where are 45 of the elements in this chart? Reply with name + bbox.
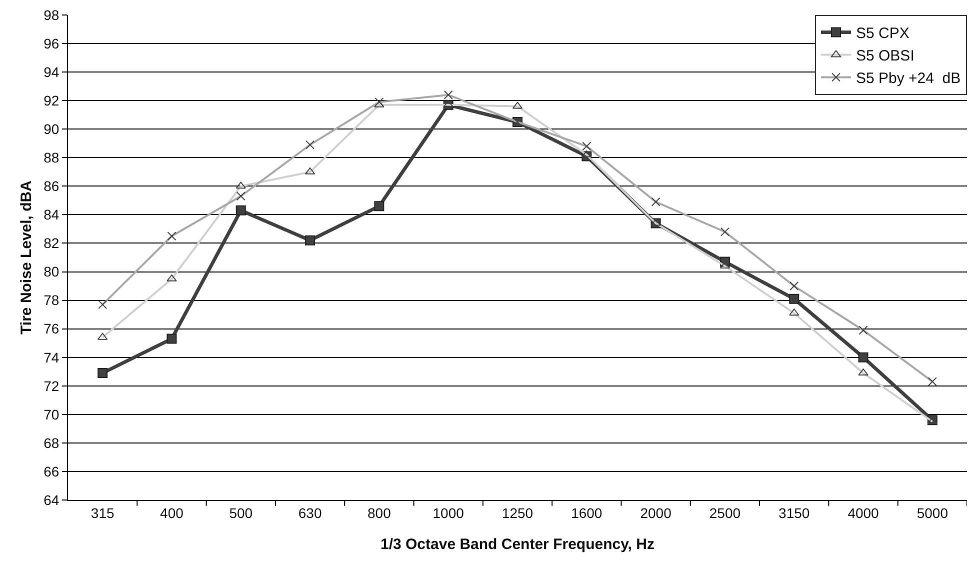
y-tick-label: 64: [44, 492, 60, 508]
legend-label: S5 CPX: [856, 25, 910, 42]
legend-label: S5 Pby +24 dB: [856, 70, 961, 88]
y-tick-label: 78: [44, 292, 60, 308]
x-tick-label: 800: [368, 504, 392, 521]
y-tick-label: 88: [44, 150, 60, 166]
x-tick-label: 2500: [709, 504, 741, 521]
y-tick-label: 90: [44, 121, 60, 138]
x-tick-label: 1000: [432, 504, 464, 521]
y-tick-label: 94: [44, 64, 60, 80]
legend-label: S5 OBSI: [856, 48, 914, 65]
y-tick-label: 98: [44, 6, 60, 23]
y-tick-label: 92: [44, 92, 60, 108]
point: [98, 368, 108, 378]
y-tick-label: 84: [44, 206, 60, 223]
x-tick-label: 4000: [848, 504, 880, 521]
point: [236, 205, 246, 216]
x-tick-label: 1250: [502, 504, 534, 521]
point: [650, 218, 661, 226]
x-tick-label: 400: [160, 504, 184, 521]
y-tick-label: 68: [44, 434, 60, 451]
x-tick-label: 500: [229, 504, 253, 521]
y-tick-label: 72: [44, 378, 60, 394]
y-tick-label: 66: [44, 463, 60, 480]
x-tick-label: 2000: [640, 504, 672, 521]
y-tick-label: 86: [44, 178, 60, 194]
point: [789, 294, 800, 304]
y-tick-label: 80: [44, 264, 60, 280]
point: [443, 100, 454, 108]
x-tick-label: 630: [298, 504, 322, 521]
y-tick-label: 76: [44, 320, 60, 337]
x-tick-label: 315: [90, 504, 114, 521]
y-tick-label: 74: [44, 349, 60, 366]
y-tick-label: 70: [44, 406, 60, 422]
point: [166, 334, 177, 344]
point: [305, 235, 316, 246]
x-tick-label: 5000: [916, 504, 948, 521]
point: [374, 201, 384, 212]
y-tick-label: 96: [44, 35, 60, 52]
y-axis-title: Tire Noise Level, dBA: [18, 180, 35, 334]
x-tick-label: 1600: [571, 504, 602, 521]
x-tick-label: 3150: [778, 504, 810, 521]
y-tick-label: 82: [44, 235, 60, 252]
point: [858, 352, 868, 362]
x-axis-title: 1/3 Octave Band Center Frequency, Hz: [380, 536, 654, 553]
